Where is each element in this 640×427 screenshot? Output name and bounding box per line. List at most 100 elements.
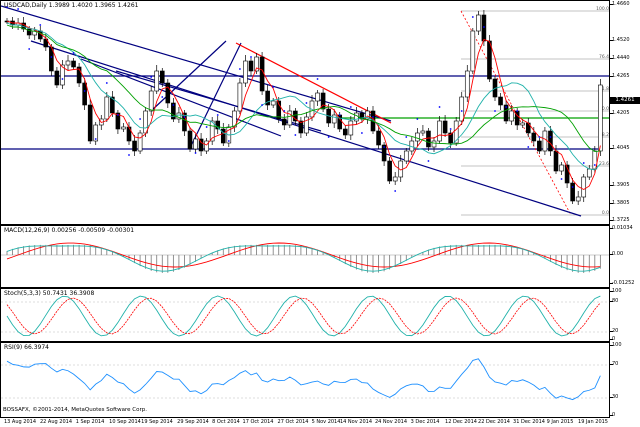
- candle-body: [60, 64, 65, 86]
- candle-body: [453, 120, 459, 144]
- fibonacci-trend-line: [460, 10, 572, 216]
- parabolic-sar-dot: [338, 114, 341, 116]
- candle-body: [470, 30, 476, 72]
- candle-body: [237, 82, 243, 112]
- parabolic-sar-dot: [560, 178, 563, 180]
- candle-body: [448, 132, 453, 144]
- candle-body: [281, 118, 287, 126]
- parabolic-sar-dot: [294, 134, 297, 136]
- macd-pane[interactable]: MACD(12,26,9) 0.00256 -0.00509 -0.00301: [0, 225, 610, 288]
- time-axis-label: 12 Dec 2014: [445, 419, 477, 425]
- parabolic-sar-dot: [305, 102, 308, 104]
- price-scale-label: 1.3905: [612, 182, 630, 188]
- trend-line: [1, 5, 392, 122]
- rsi-scale-label: 70: [612, 361, 619, 367]
- rsi-pane[interactable]: RSI(9) 66.3974: [0, 342, 610, 418]
- trend-line: [150, 40, 227, 112]
- candle-body: [459, 96, 465, 122]
- candle-body: [476, 14, 481, 32]
- stoch-pane[interactable]: Stoch(5,3,3) 50.7431 36.3908: [0, 288, 610, 342]
- time-axis-label: 5 Nov 2014: [311, 419, 341, 425]
- time-axis-label: 13 Aug 2014: [3, 419, 37, 425]
- candle-body: [265, 90, 270, 106]
- parabolic-sar-dot: [205, 126, 208, 128]
- parabolic-sar-dot: [161, 96, 164, 98]
- candle-body: [381, 144, 387, 162]
- candle-body: [259, 56, 265, 92]
- candle-body: [548, 130, 553, 152]
- candle-body: [209, 120, 215, 142]
- candle-body: [315, 92, 320, 102]
- price-chart-pane[interactable]: USDCAD,Daily 1.3989 1.4020 1.3965 1.4261…: [0, 0, 610, 225]
- rsi-scale-tick: [610, 415, 613, 416]
- parabolic-sar-dot: [272, 86, 275, 88]
- price-scale-label: 1.4205: [612, 110, 630, 116]
- candle-body: [143, 110, 148, 134]
- stoch-main-line: [6, 295, 601, 337]
- candle-body: [65, 60, 71, 66]
- price-scale-tick: [610, 220, 613, 221]
- parabolic-sar-dot: [593, 164, 596, 166]
- candle-body: [503, 104, 509, 122]
- parabolic-sar-dot: [83, 90, 86, 92]
- parabolic-sar-dot: [582, 162, 585, 164]
- copyright-text: BOSSAFX, ©2001-2014, MetaQuotes Software…: [3, 407, 147, 413]
- parabolic-sar-dot: [483, 26, 485, 28]
- parabolic-sar-dot: [117, 114, 119, 116]
- parabolic-sar-dot: [250, 56, 252, 58]
- trend-line: [190, 42, 242, 147]
- fibonacci-level-label: 100.0: [596, 6, 609, 12]
- time-axis-label: 8 Oct 2014: [212, 419, 240, 425]
- trend-line: [115, 70, 322, 132]
- macd-scale-tick: [610, 283, 613, 284]
- candle-body: [442, 120, 448, 134]
- parabolic-sar-dot: [316, 78, 319, 80]
- parabolic-sar-dot: [105, 82, 108, 84]
- macd-scale-tick: [610, 254, 613, 255]
- macd-canvas: [1, 242, 609, 273]
- parabolic-sar-dot: [538, 136, 541, 138]
- macd-title: MACD(12,26,9) 0.00256 -0.00509 -0.00301: [4, 227, 135, 234]
- candle-body: [243, 60, 248, 84]
- candle-body: [298, 120, 304, 134]
- rsi-scale-tick: [610, 364, 613, 365]
- parabolic-sar-dot: [283, 110, 286, 112]
- candle-body: [564, 164, 570, 184]
- trend-line: [80, 58, 282, 137]
- price-scale-label: 1.4265: [612, 73, 630, 79]
- parabolic-sar-dot: [28, 48, 31, 50]
- rsi-scale-label: 0: [612, 412, 616, 418]
- candle-body: [159, 70, 165, 84]
- stoch-scale-label: 100: [612, 288, 622, 294]
- rsi-scale-label: 100: [612, 342, 622, 348]
- candle-body: [71, 60, 76, 68]
- parabolic-sar-dot: [139, 118, 141, 120]
- parabolic-sar-dot: [505, 106, 507, 108]
- rsi-scale-tick: [610, 345, 613, 346]
- candle-body: [93, 124, 99, 142]
- ohlc-readout: 1.3989 1.4020 1.3965 1.4261: [48, 2, 139, 9]
- time-axis-label: 9 Jan 2015: [546, 419, 574, 425]
- candle-body: [204, 140, 209, 152]
- candle-body: [553, 150, 559, 172]
- candle-body: [559, 164, 564, 172]
- candle-body: [348, 120, 354, 136]
- candle-body: [403, 150, 409, 162]
- fibonacci-level-label: 50.0: [599, 106, 609, 112]
- rsi-scale-label: 30: [612, 394, 619, 400]
- rsi-title: RSI(9) 66.3974: [4, 344, 49, 351]
- parabolic-sar-dot: [6, 6, 8, 8]
- parabolic-sar-dot: [72, 52, 75, 54]
- parabolic-sar-dot: [449, 128, 452, 130]
- stoch-scale: 100 80 20 0: [610, 288, 640, 342]
- candle-body: [82, 82, 87, 106]
- candle-body: [598, 84, 603, 152]
- price-scale-tick: [610, 4, 613, 5]
- candle-body: [464, 70, 470, 98]
- parabolic-sar-dot: [383, 146, 385, 148]
- candle-body: [481, 14, 487, 42]
- time-axis-label: 3 Dec 2014: [410, 419, 440, 425]
- price-scale-tick: [610, 185, 613, 186]
- price-scale-tick: [610, 58, 613, 59]
- parabolic-sar-dot: [438, 106, 441, 108]
